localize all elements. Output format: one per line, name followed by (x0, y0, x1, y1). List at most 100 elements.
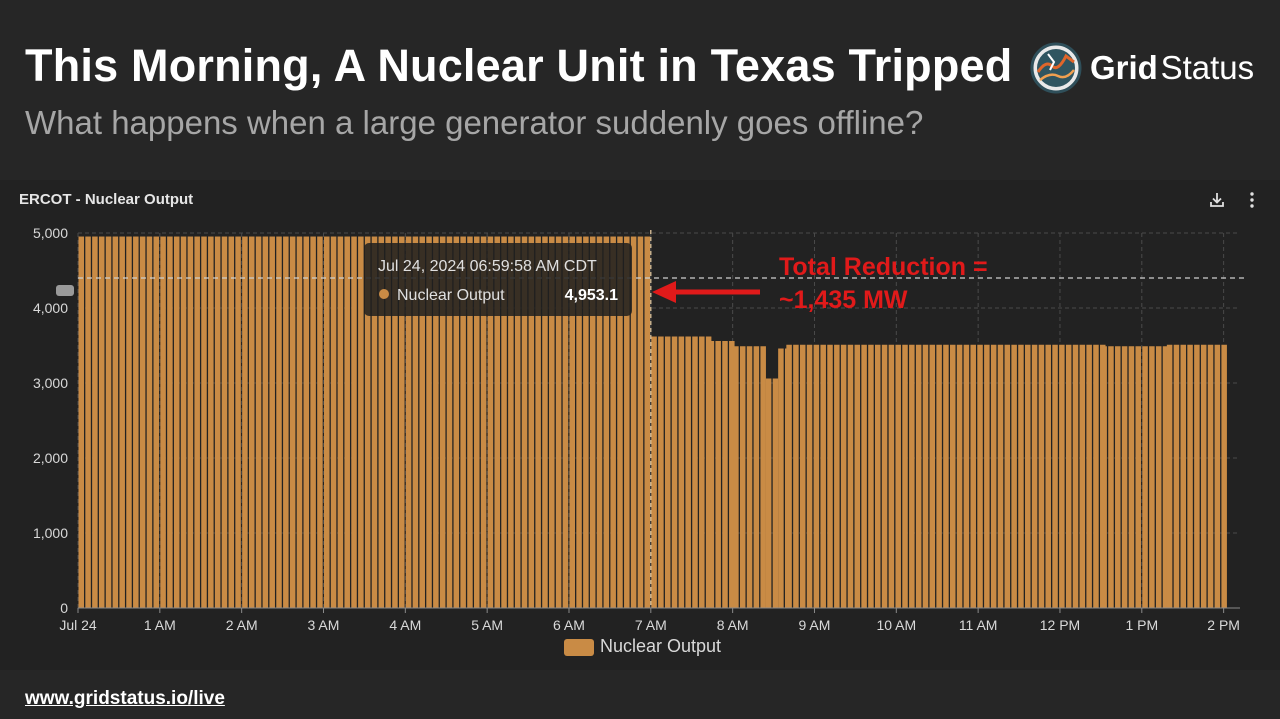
bar (153, 236, 160, 608)
bar (167, 236, 173, 608)
bar (392, 236, 398, 608)
bar (1108, 346, 1114, 608)
bar (187, 236, 194, 608)
x-tick-label: 5 AM (471, 617, 503, 633)
download-icon[interactable] (1207, 190, 1227, 210)
bar (426, 236, 432, 608)
bar (1155, 346, 1162, 608)
bar (854, 344, 861, 608)
chart-title: ERCOT - Nuclear Output (19, 191, 194, 208)
bar (480, 236, 487, 608)
more-vertical-icon[interactable] (1242, 190, 1262, 210)
bar (1079, 344, 1086, 608)
bar (1187, 344, 1193, 608)
bar (487, 236, 494, 608)
bar (617, 236, 623, 608)
bar (1142, 346, 1148, 608)
bar (929, 344, 936, 608)
bar (467, 236, 473, 608)
bar (446, 236, 453, 608)
x-tick-label: 6 AM (553, 617, 585, 633)
footer-link[interactable]: www.gridstatus.io/live (25, 688, 225, 709)
bar (535, 236, 541, 608)
tooltip-series-dot (379, 289, 389, 299)
bar (589, 236, 596, 608)
bar (1166, 344, 1173, 608)
bar (1194, 344, 1200, 608)
bar (644, 236, 651, 608)
bar (528, 236, 535, 608)
bar (834, 344, 840, 608)
bar (956, 344, 963, 608)
bar (671, 336, 678, 608)
bar (562, 236, 569, 608)
bar (984, 344, 990, 608)
bar (453, 236, 460, 608)
bar (715, 341, 721, 608)
bar (786, 344, 792, 608)
bar (583, 236, 589, 608)
annotation-arrowhead (652, 281, 676, 303)
headline: This Morning, A Nuclear Unit in Texas Tr… (25, 40, 1013, 91)
bar (692, 336, 698, 608)
bar (371, 236, 378, 608)
bar (847, 344, 854, 608)
bar (1038, 344, 1045, 608)
y-tick-label: 1,000 (33, 525, 68, 541)
bar (194, 236, 200, 608)
bar (977, 344, 983, 608)
bar (760, 346, 766, 608)
bar (501, 236, 507, 608)
bar (521, 236, 528, 608)
bar (1173, 344, 1180, 608)
tooltip-box (364, 243, 632, 316)
bar (881, 344, 888, 608)
bar (739, 346, 746, 608)
bar (214, 236, 221, 608)
bar (146, 236, 153, 608)
bar (105, 236, 112, 608)
bar (283, 236, 289, 608)
bar (722, 341, 728, 608)
bar (289, 236, 296, 608)
bar (827, 344, 833, 608)
bar (514, 236, 521, 608)
bar (133, 236, 139, 608)
x-tick-label: 8 AM (717, 617, 749, 633)
x-tick-label: 3 AM (308, 617, 340, 633)
x-tick-label: 2 PM (1207, 617, 1240, 633)
bar (685, 336, 691, 608)
bar (997, 344, 1004, 608)
bar (888, 344, 895, 608)
bar (1121, 346, 1128, 608)
bar (699, 336, 705, 608)
bar (1052, 344, 1058, 608)
bar (235, 236, 241, 608)
bar (746, 346, 753, 608)
bar (708, 341, 715, 608)
bar (610, 236, 616, 608)
bar (1128, 346, 1135, 608)
bar (637, 236, 644, 608)
annotation-line-2: ~1,435 MW (779, 286, 908, 314)
legend-label: Nuclear Output (600, 636, 721, 656)
bar (1207, 344, 1214, 608)
bar (1059, 344, 1065, 608)
bar (1004, 344, 1011, 608)
bar (868, 344, 874, 608)
bar (310, 236, 316, 608)
bar (119, 236, 125, 608)
bar (460, 236, 466, 608)
x-tick-label: 4 AM (389, 617, 421, 633)
brand-logo: Grid Status (1030, 42, 1254, 94)
bar (1025, 344, 1031, 608)
x-tick-label: 1 PM (1125, 617, 1158, 633)
bar (255, 236, 262, 608)
bar (970, 344, 976, 608)
bar (1200, 344, 1207, 608)
bar (1135, 346, 1142, 608)
bar (405, 236, 412, 608)
bar (806, 344, 813, 608)
bar (1149, 346, 1155, 608)
